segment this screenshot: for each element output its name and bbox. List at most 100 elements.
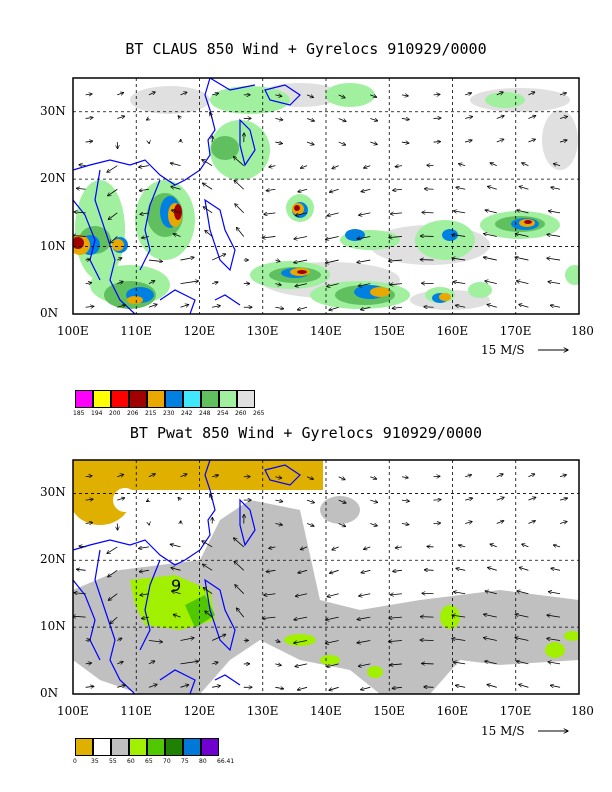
wind-vector <box>85 476 92 477</box>
wind-vector <box>148 260 163 262</box>
wind-vector <box>547 258 561 260</box>
colorbar-swatch <box>111 390 129 408</box>
wind-vector <box>180 685 189 688</box>
wind-vector <box>357 259 371 262</box>
wind-vector <box>180 281 199 285</box>
wind-vector <box>210 112 212 119</box>
wind-vector <box>332 165 339 169</box>
wind-vector <box>528 497 535 501</box>
wind-vector <box>79 546 86 547</box>
wind-vector <box>202 564 213 571</box>
wind-vector <box>553 545 561 547</box>
colorbar-label: 242 <box>181 410 193 417</box>
colorbar-swatch <box>129 390 147 408</box>
wind-vector <box>170 163 181 167</box>
wind-vector <box>455 685 466 687</box>
panel1-cloud-field <box>73 83 579 310</box>
wind-vector <box>110 616 118 624</box>
wind-vector <box>390 664 402 665</box>
lon-tick-label: 170E <box>499 324 532 338</box>
colorbar-label: 55 <box>109 758 117 765</box>
wind-vector <box>180 257 195 261</box>
colorbar-swatch <box>129 738 147 756</box>
wind-vector <box>236 608 245 618</box>
wind-vector <box>148 661 155 664</box>
wind-vector <box>338 476 345 480</box>
lon-tick-label: 160E <box>436 704 469 718</box>
colorbar-swatch <box>219 390 237 408</box>
wind-vector <box>234 180 245 190</box>
wind-vector <box>148 281 155 284</box>
panel1-wind-vectors <box>73 92 567 310</box>
wind-vector <box>553 164 561 166</box>
wind-vector <box>456 187 466 189</box>
colorbar-label: 260 <box>235 410 247 417</box>
wind-vector <box>235 585 245 594</box>
colorbar-swatch <box>93 738 111 756</box>
wind-vector <box>325 236 339 239</box>
wind-vector <box>528 139 535 143</box>
wind-vector <box>295 593 308 597</box>
wind-vector <box>515 638 529 641</box>
wind-vector <box>359 212 371 215</box>
lat-tick-label: 30N <box>40 485 66 500</box>
lon-tick-label: 110E <box>120 324 152 338</box>
wind-vector <box>262 236 276 238</box>
panel1-frame <box>72 77 580 315</box>
wind-vector <box>108 569 118 577</box>
wind-vector <box>298 188 308 192</box>
wind-vector <box>300 547 308 550</box>
wind-vector <box>515 257 529 261</box>
colorbar-label: 80 <box>199 758 207 765</box>
wind-vector <box>359 593 371 596</box>
wind-vector <box>180 92 187 95</box>
wind-vector <box>519 567 529 571</box>
wind-vector <box>233 157 245 166</box>
wind-vector <box>338 499 346 503</box>
wind-vector <box>452 234 466 236</box>
wind-vector <box>370 477 376 479</box>
wind-vector <box>275 500 282 502</box>
wind-vector <box>361 189 371 191</box>
wind-vector <box>180 474 187 477</box>
wind-vector <box>401 524 409 525</box>
wind-vector <box>117 474 123 476</box>
lon-tick-label: 120E <box>183 324 216 338</box>
wind-vector <box>269 166 276 168</box>
wind-vector <box>357 236 371 238</box>
wind-vector <box>559 498 567 500</box>
wind-vector <box>458 164 466 166</box>
wind-vector <box>338 118 346 121</box>
wind-vector <box>390 284 402 285</box>
lon-tick-label: 100E <box>57 324 89 338</box>
wind-vector <box>370 95 376 97</box>
panel1-gridlines <box>73 78 579 314</box>
wind-vector <box>327 283 339 287</box>
wind-vector <box>297 686 308 690</box>
wind-vector <box>85 259 91 260</box>
wind-vector <box>338 523 346 527</box>
wind-vector <box>205 611 213 618</box>
wind-vector <box>496 521 504 524</box>
wind-vector <box>294 236 308 239</box>
wind-vector <box>329 569 339 573</box>
wind-vector <box>108 593 118 601</box>
wind-vector <box>465 498 472 500</box>
wind-vector <box>117 258 122 260</box>
wind-vector <box>485 281 497 285</box>
wind-vector <box>107 165 118 173</box>
wind-vector <box>275 284 281 286</box>
wind-vector <box>370 142 377 144</box>
panel2-coastlines <box>73 460 301 694</box>
wind-vector <box>551 187 561 189</box>
wind-vector <box>452 258 466 260</box>
colorbar-swatch <box>111 738 129 756</box>
wind-vector <box>139 570 149 572</box>
wind-vector <box>140 594 149 596</box>
wind-vector <box>390 213 402 214</box>
wind-vector <box>275 95 281 97</box>
wind-vector <box>107 546 118 554</box>
lon-tick-label: 150E <box>373 324 405 338</box>
wind-vector <box>485 210 497 214</box>
wind-vector <box>496 497 504 501</box>
